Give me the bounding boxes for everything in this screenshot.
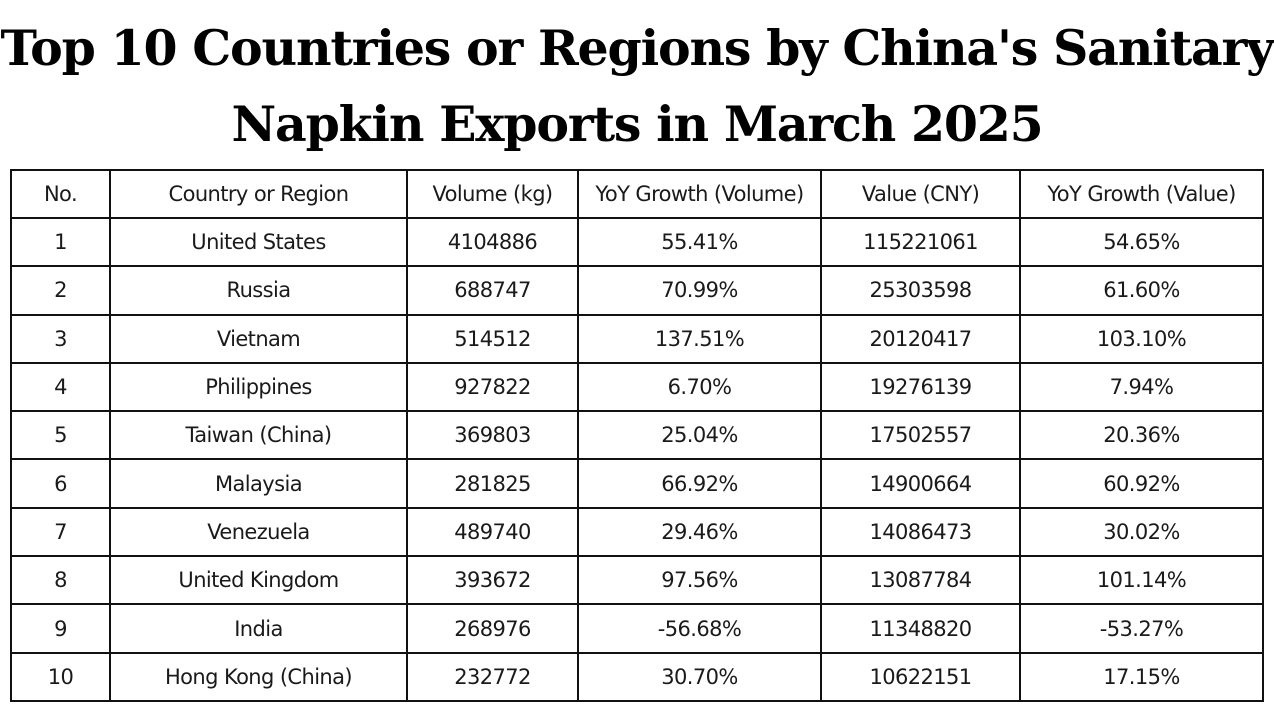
table-row: 9 India 268976 -56.68% 11348820 -53.27% xyxy=(10,603,1264,654)
column-header-volume-growth: YoY Growth (Volume) xyxy=(577,169,822,219)
cell-country: United States xyxy=(109,216,408,268)
cell-number: 3 xyxy=(10,313,111,364)
cell-volume: 4104886 xyxy=(406,216,579,268)
cell-volume: 281825 xyxy=(406,458,579,509)
cell-volume: 688747 xyxy=(406,265,579,316)
column-header-number: No. xyxy=(10,169,111,219)
cell-country: Venezuela xyxy=(109,506,408,558)
exports-table-container: No. Country or Region Volume (kg) YoY Growt… xyxy=(10,169,1264,703)
cell-number: 6 xyxy=(10,458,111,509)
cell-volume-growth: 66.92% xyxy=(577,458,822,509)
cell-country: Malaysia xyxy=(109,458,408,509)
title-line-2: Napkin Exports in March 2025 xyxy=(231,95,1043,153)
cell-country: United Kingdom xyxy=(109,555,408,606)
cell-value-growth: 61.60% xyxy=(1019,265,1264,316)
cell-volume-growth: 55.41% xyxy=(577,216,822,268)
column-header-volume: Volume (kg) xyxy=(406,169,579,219)
cell-value: 17502557 xyxy=(820,410,1021,461)
cell-volume: 514512 xyxy=(406,313,579,364)
cell-volume-growth: 30.70% xyxy=(577,651,822,703)
header-row: No. Country or Region Volume (kg) YoY Growt… xyxy=(10,169,1264,219)
cell-country: Russia xyxy=(109,265,408,316)
cell-volume-growth: 6.70% xyxy=(577,361,822,413)
cell-volume: 489740 xyxy=(406,506,579,558)
cell-value-growth: 103.10% xyxy=(1019,313,1264,364)
cell-country: Vietnam xyxy=(109,313,408,364)
cell-country: Philippines xyxy=(109,361,408,413)
cell-value-growth: 101.14% xyxy=(1019,555,1264,606)
cell-value-growth: 54.65% xyxy=(1019,216,1264,268)
cell-volume-growth: -56.68% xyxy=(577,603,822,654)
cell-number: 4 xyxy=(10,361,111,413)
page-title: Top 10 Countries or Regions by China's S… xyxy=(0,10,1274,162)
cell-volume: 927822 xyxy=(406,361,579,413)
cell-value: 14086473 xyxy=(820,506,1021,558)
cell-value: 19276139 xyxy=(820,361,1021,413)
cell-number: 7 xyxy=(10,506,111,558)
cell-volume: 369803 xyxy=(406,410,579,461)
column-header-value: Value (CNY) xyxy=(820,169,1021,219)
cell-value: 10622151 xyxy=(820,651,1021,703)
cell-volume-growth: 70.99% xyxy=(577,265,822,316)
table-row: 7 Venezuela 489740 29.46% 14086473 30.02% xyxy=(10,506,1264,558)
table-row: 6 Malaysia 281825 66.92% 14900664 60.92% xyxy=(10,458,1264,509)
cell-value-growth: 20.36% xyxy=(1019,410,1264,461)
cell-country: Hong Kong (China) xyxy=(109,651,408,703)
cell-volume-growth: 97.56% xyxy=(577,555,822,606)
cell-value: 25303598 xyxy=(820,265,1021,316)
cell-value: 14900664 xyxy=(820,458,1021,509)
cell-number: 8 xyxy=(10,555,111,606)
table-body: 1 United States 4104886 55.41% 115221061 54.6… xyxy=(10,216,1264,703)
table-row: 5 Taiwan (China) 369803 25.04% 17502557 20.36… xyxy=(10,410,1264,461)
cell-volume-growth: 25.04% xyxy=(577,410,822,461)
table-row: 3 Vietnam 514512 137.51% 20120417 103.10% xyxy=(10,313,1264,364)
cell-volume-growth: 137.51% xyxy=(577,313,822,364)
cell-value-growth: 7.94% xyxy=(1019,361,1264,413)
table-row: 2 Russia 688747 70.99% 25303598 61.60% xyxy=(10,265,1264,316)
cell-volume: 232772 xyxy=(406,651,579,703)
cell-value-growth: -53.27% xyxy=(1019,603,1264,654)
cell-volume-growth: 29.46% xyxy=(577,506,822,558)
title-line-1: Top 10 Countries or Regions by China's S… xyxy=(0,19,1274,77)
cell-value: 13087784 xyxy=(820,555,1021,606)
cell-country: Taiwan (China) xyxy=(109,410,408,461)
cell-number: 5 xyxy=(10,410,111,461)
cell-number: 1 xyxy=(10,216,111,268)
cell-number: 9 xyxy=(10,603,111,654)
table-row: 4 Philippines 927822 6.70% 19276139 7.94% xyxy=(10,361,1264,413)
cell-value-growth: 30.02% xyxy=(1019,506,1264,558)
table-row: 8 United Kingdom 393672 97.56% 13087784 101.1… xyxy=(10,555,1264,606)
cell-value-growth: 17.15% xyxy=(1019,651,1264,703)
column-header-country: Country or Region xyxy=(109,169,408,219)
cell-volume: 393672 xyxy=(406,555,579,606)
column-header-value-growth: YoY Growth (Value) xyxy=(1019,169,1264,219)
table-row: 1 United States 4104886 55.41% 115221061 54.6… xyxy=(10,216,1264,268)
cell-number: 2 xyxy=(10,265,111,316)
cell-volume: 268976 xyxy=(406,603,579,654)
cell-country: India xyxy=(109,603,408,654)
table-row: 10 Hong Kong (China) 232772 30.70% 10622151 1… xyxy=(10,651,1264,703)
cell-value: 115221061 xyxy=(820,216,1021,268)
cell-value: 20120417 xyxy=(820,313,1021,364)
cell-value-growth: 60.92% xyxy=(1019,458,1264,509)
cell-number: 10 xyxy=(10,651,111,703)
cell-value: 11348820 xyxy=(820,603,1021,654)
exports-table: No. Country or Region Volume (kg) YoY Growt… xyxy=(10,169,1264,703)
